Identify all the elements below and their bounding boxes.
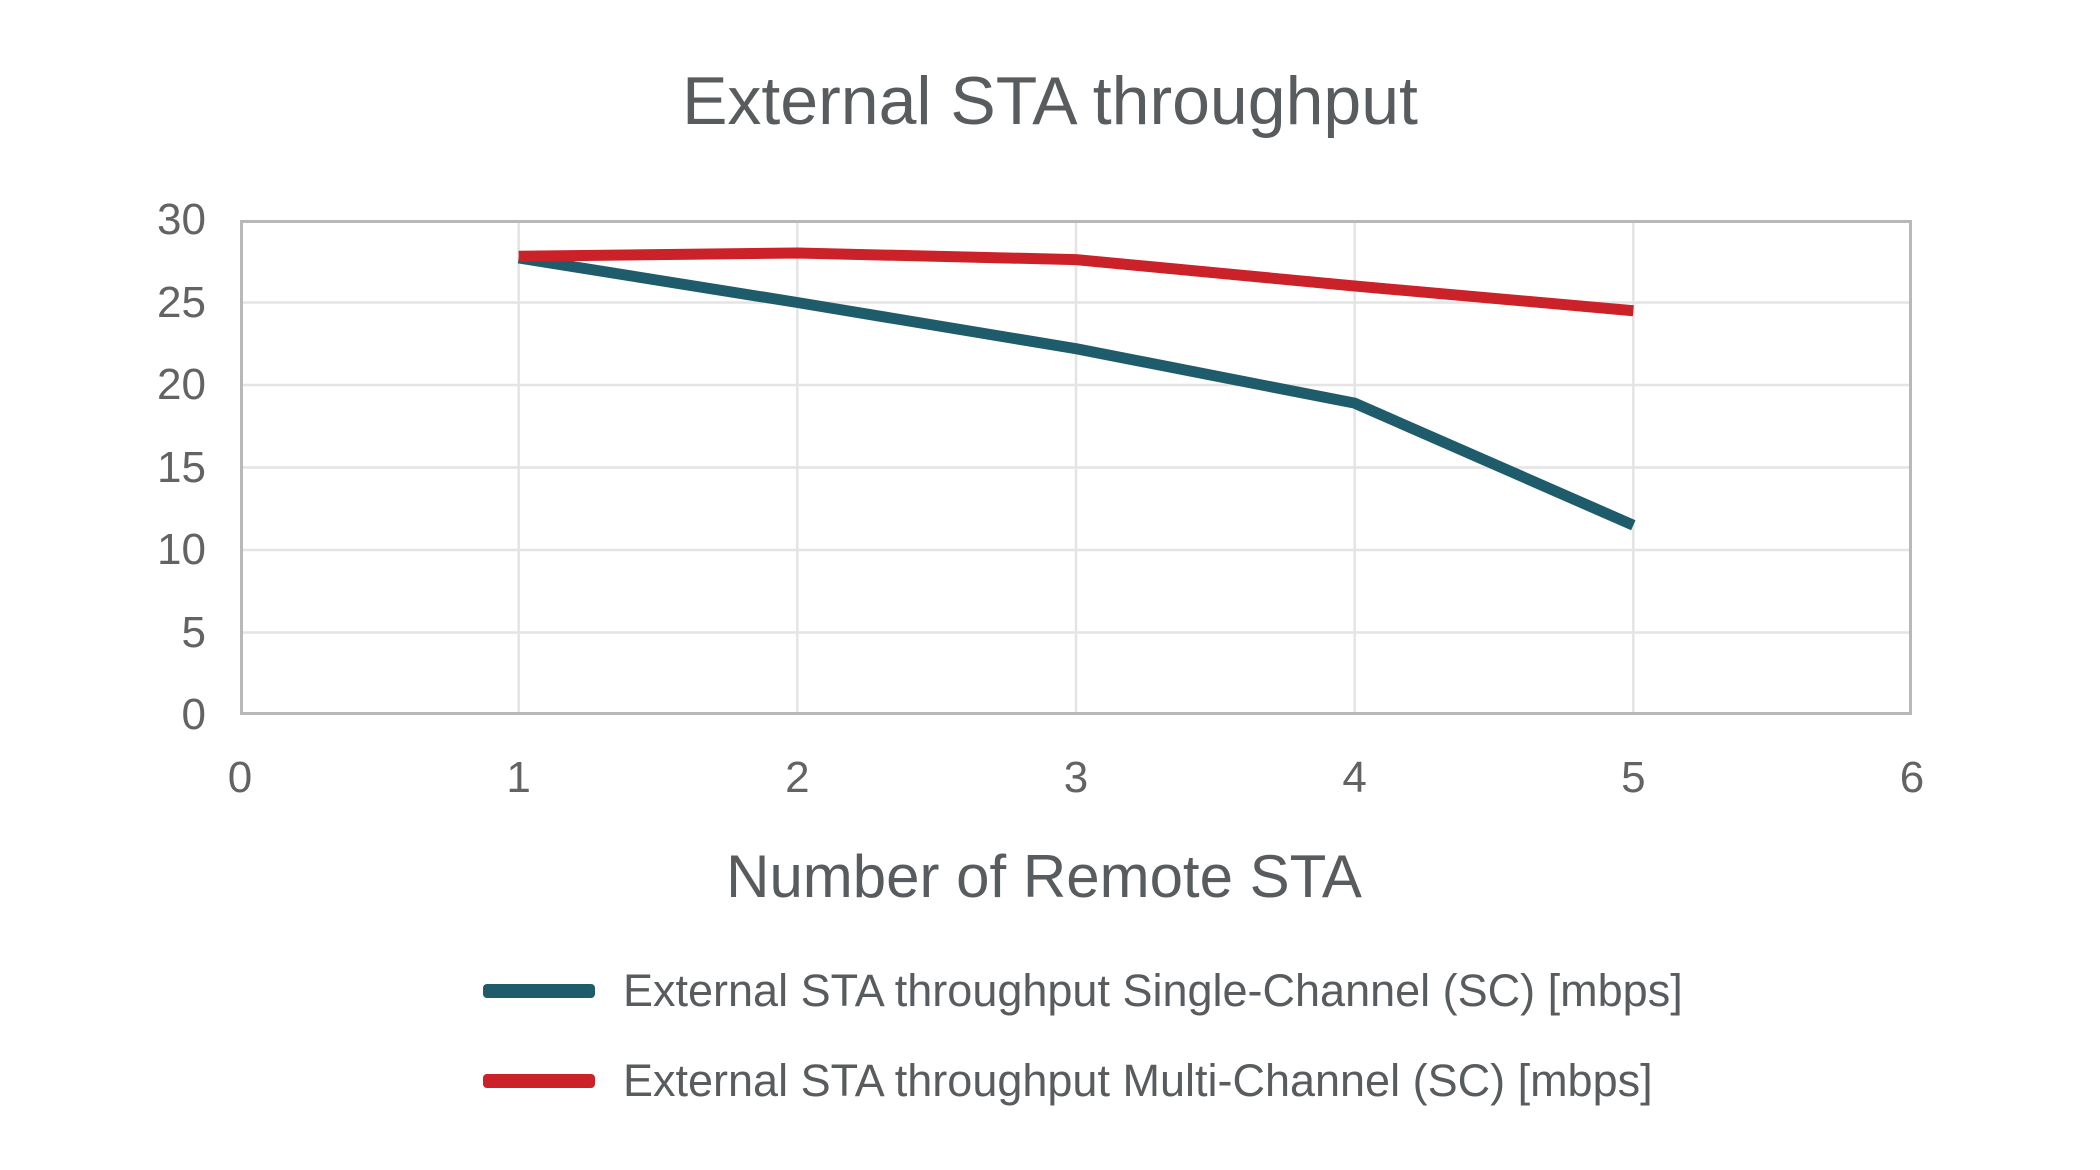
- plot-border: [240, 220, 1912, 715]
- x-tick-label: 5: [1621, 753, 1646, 802]
- y-tick-label: 30: [157, 195, 206, 244]
- legend-swatch-multi-channel: [483, 1074, 595, 1088]
- plot-svg: [240, 220, 1912, 715]
- legend-item: External STA throughput Multi-Channel (S…: [483, 1054, 1683, 1108]
- y-tick-label: 20: [157, 360, 206, 409]
- x-tick-label: 6: [1899, 753, 1925, 802]
- x-tick-label: 1: [506, 753, 531, 802]
- series-line-multi-channel: [518, 247, 1634, 317]
- legend-item: External STA throughput Single-Channel (…: [483, 964, 1683, 1018]
- y-tick-label: 10: [157, 525, 206, 574]
- series-line-single-channel: [517, 252, 1636, 531]
- x-tick-label: 4: [1342, 753, 1367, 802]
- legend-label: External STA throughput Multi-Channel (S…: [623, 1055, 1653, 1106]
- x-axis-title: Number of Remote STA: [726, 843, 1362, 910]
- x-tick-label: 0: [227, 753, 253, 802]
- y-tick-label: 0: [181, 690, 206, 739]
- plot-area: [240, 220, 1912, 715]
- y-tick-label: 15: [157, 442, 206, 492]
- chart-title: External STA throughput: [682, 63, 1418, 139]
- y-tick-label: 25: [157, 277, 206, 327]
- legend-label: External STA throughput Single-Channel (…: [623, 965, 1683, 1016]
- legend-swatch-single-channel: [483, 984, 595, 998]
- legend: External STA throughput Single-Channel (…: [483, 964, 1683, 1108]
- x-tick-label: 2: [785, 753, 810, 802]
- y-tick-label: 5: [181, 607, 206, 657]
- x-tick-label: 3: [1063, 753, 1089, 802]
